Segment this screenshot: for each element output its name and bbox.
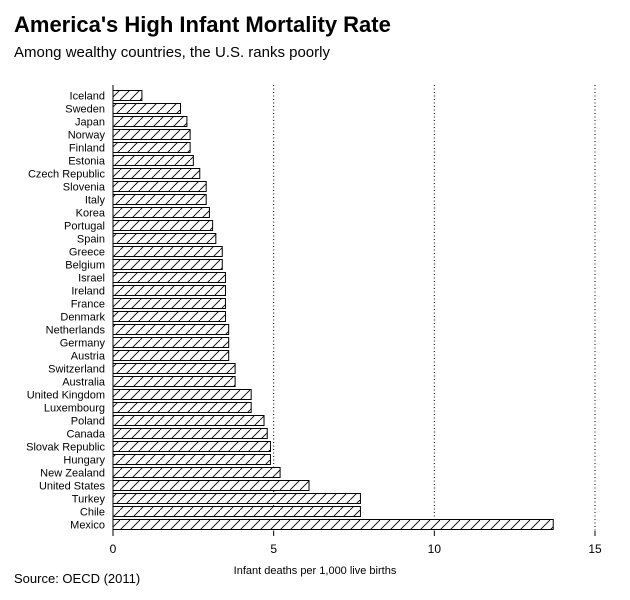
category-label-australia: Australia: [62, 377, 106, 389]
category-label-denmark: Denmark: [60, 312, 105, 324]
category-label-estonia: Estonia: [68, 156, 106, 168]
bar-united-kingdom: [112, 389, 252, 400]
bar-poland: [112, 415, 265, 426]
x-tick-label-2: 10: [428, 542, 442, 556]
bar-chile: [112, 506, 361, 517]
bars: [112, 90, 554, 530]
chart-subtitle: Among wealthy countries, the U.S. ranks …: [14, 44, 330, 61]
bar-finland: [112, 142, 191, 153]
bar-hungary: [112, 454, 271, 465]
bar-czech-republic: [112, 168, 201, 179]
bar-sweden: [112, 103, 181, 114]
x-axis-label: Infant deaths per 1,000 live births: [234, 565, 397, 577]
bar-turkey: [112, 493, 361, 504]
bar-united-states: [112, 480, 310, 491]
category-label-turkey: Turkey: [72, 494, 106, 506]
source-note: Source: OECD (2011): [14, 571, 141, 586]
bar-germany: [112, 337, 230, 348]
category-label-israel: Israel: [78, 273, 105, 285]
category-label-finland: Finland: [69, 143, 105, 155]
category-label-netherlands: Netherlands: [46, 325, 106, 337]
category-label-new-zealand: New Zealand: [40, 468, 105, 480]
bar-mexico: [112, 519, 554, 530]
category-label-iceland: Iceland: [70, 91, 105, 103]
category-label-japan: Japan: [75, 117, 105, 129]
chart-title: America's High Infant Mortality Rate: [14, 12, 391, 37]
bar-israel: [112, 272, 226, 283]
bar-switzerland: [112, 363, 236, 374]
category-label-norway: Norway: [68, 130, 106, 142]
category-label-luxembourg: Luxembourg: [44, 403, 105, 415]
bar-new-zealand: [112, 467, 281, 478]
x-axis: 0 5 10 15: [110, 85, 602, 556]
bar-luxembourg: [112, 402, 252, 413]
category-label-poland: Poland: [71, 416, 105, 428]
bar-norway: [112, 129, 191, 140]
bar-australia: [112, 376, 236, 387]
bar-netherlands: [112, 324, 230, 335]
bar-iceland: [112, 90, 143, 101]
category-label-austria: Austria: [71, 351, 106, 363]
x-tick-label-0: 0: [110, 542, 117, 556]
category-label-greece: Greece: [69, 247, 105, 259]
x-tick-label-1: 5: [270, 542, 277, 556]
category-label-belgium: Belgium: [65, 260, 105, 272]
x-tick-label-3: 15: [588, 542, 602, 556]
bar-japan: [112, 116, 188, 127]
category-label-france: France: [71, 299, 105, 311]
category-label-slovenia: Slovenia: [63, 182, 106, 194]
category-labels: IcelandSwedenJapanNorwayFinlandEstoniaCz…: [26, 91, 106, 532]
bar-slovak-republic: [112, 441, 271, 452]
category-label-ireland: Ireland: [71, 286, 105, 298]
category-label-sweden: Sweden: [65, 104, 105, 116]
category-label-germany: Germany: [60, 338, 106, 350]
bar-portugal: [112, 220, 214, 231]
bar-ireland: [112, 285, 226, 296]
category-label-canada: Canada: [66, 429, 105, 441]
bar-korea: [112, 207, 210, 218]
category-label-united-states: United States: [39, 481, 106, 493]
bar-slovenia: [112, 181, 207, 192]
category-label-portugal: Portugal: [64, 221, 105, 233]
bar-denmark: [112, 311, 226, 322]
category-label-italy: Italy: [85, 195, 106, 207]
category-label-united-kingdom: United Kingdom: [27, 390, 105, 402]
bar-spain: [112, 233, 217, 244]
category-label-mexico: Mexico: [70, 520, 105, 532]
bar-canada: [112, 428, 268, 439]
bar-italy: [112, 194, 207, 205]
bar-estonia: [112, 155, 194, 166]
bar-france: [112, 298, 226, 309]
category-label-chile: Chile: [80, 507, 105, 519]
bar-austria: [112, 350, 230, 361]
category-label-czech-republic: Czech Republic: [28, 169, 106, 181]
grid-lines: [273, 85, 596, 531]
bar-belgium: [112, 259, 223, 270]
category-label-hungary: Hungary: [63, 455, 105, 467]
category-label-switzerland: Switzerland: [48, 364, 105, 376]
category-label-korea: Korea: [76, 208, 106, 220]
category-label-spain: Spain: [77, 234, 105, 246]
category-label-slovak-republic: Slovak Republic: [26, 442, 105, 454]
bar-greece: [112, 246, 223, 257]
